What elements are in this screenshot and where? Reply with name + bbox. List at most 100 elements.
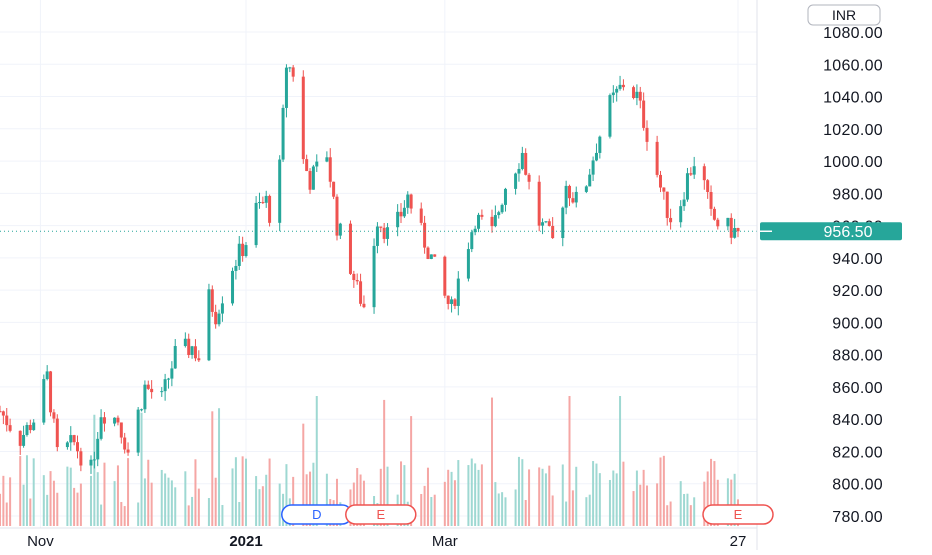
candle-body xyxy=(237,243,241,266)
volume-bar xyxy=(632,491,635,526)
candle-body xyxy=(150,388,154,393)
volume-bar xyxy=(49,471,52,526)
volume-bar xyxy=(551,495,554,526)
volume-bar xyxy=(211,411,214,526)
candle-body xyxy=(79,451,83,466)
candle-body xyxy=(72,435,76,443)
price-tick-label: 980.00 xyxy=(832,186,883,203)
volume-bar xyxy=(639,484,642,526)
candle-body xyxy=(611,92,615,96)
volume-bar xyxy=(164,473,167,526)
candle-body xyxy=(477,214,481,229)
candle-body xyxy=(396,211,400,228)
volume-bar xyxy=(400,461,403,526)
candle-body xyxy=(594,152,598,161)
volume-bar xyxy=(315,396,318,526)
candle-body xyxy=(116,417,120,423)
candle-body xyxy=(490,216,494,227)
volume-bar xyxy=(89,475,92,526)
candle-body xyxy=(352,273,356,281)
candle-body xyxy=(278,159,282,223)
volume-bar xyxy=(113,481,116,526)
candle-body xyxy=(736,228,740,232)
currency-badge[interactable]: INR xyxy=(807,4,881,26)
earnings-event-marker[interactable]: E xyxy=(702,504,774,525)
volume-bar xyxy=(548,465,551,526)
candle-body xyxy=(375,226,379,246)
volume-bar xyxy=(52,480,55,526)
time-tick-label: Mar xyxy=(432,533,458,550)
candle-body xyxy=(65,442,69,448)
volume-bar xyxy=(683,493,686,526)
candle-body xyxy=(638,91,642,101)
earnings-event-marker[interactable]: E xyxy=(345,504,417,525)
volume-bar xyxy=(703,481,706,526)
candle-body xyxy=(126,449,130,453)
volume-bar xyxy=(608,479,611,526)
volume-bar xyxy=(42,475,45,526)
event-label: D xyxy=(312,507,321,522)
candle-body xyxy=(537,181,541,226)
volume-bar xyxy=(430,497,433,526)
volume-bar xyxy=(218,408,221,526)
candle-body xyxy=(45,371,49,380)
price-tick-label: 780.00 xyxy=(832,509,883,526)
volume-bar xyxy=(524,500,527,526)
candle-body xyxy=(140,409,144,411)
candle-body xyxy=(166,378,170,380)
candle-body xyxy=(231,270,235,304)
candle-body xyxy=(348,223,352,274)
candle-body xyxy=(426,247,430,259)
candle-body xyxy=(197,358,201,361)
candle-body xyxy=(561,207,565,239)
volume-bar xyxy=(245,458,247,526)
candle-body xyxy=(682,199,686,207)
candle-body xyxy=(123,437,127,450)
volume-bar xyxy=(420,493,423,526)
candle-body xyxy=(456,278,460,306)
volume-bar xyxy=(56,492,59,526)
volume-bar xyxy=(116,465,119,526)
candle-body xyxy=(658,174,662,188)
candle-body xyxy=(527,174,531,182)
candle-body xyxy=(18,430,22,446)
volume-bar xyxy=(120,502,123,526)
volume-bar xyxy=(79,483,82,526)
candle-body xyxy=(187,338,191,355)
candle-body xyxy=(402,207,406,217)
candle-body xyxy=(517,168,521,174)
volume-bar xyxy=(410,416,413,526)
volume-bar xyxy=(309,471,312,526)
volume-bar xyxy=(214,477,217,526)
time-tick-label: Nov xyxy=(27,533,54,550)
candles xyxy=(0,64,740,474)
volume-bar xyxy=(521,459,524,526)
volume-bar xyxy=(669,501,672,526)
volume-bar xyxy=(93,414,96,526)
candle-body xyxy=(190,346,194,355)
last-price-value: 956.50 xyxy=(824,224,873,241)
candle-body xyxy=(193,346,197,359)
grid xyxy=(0,0,757,528)
volume-bar xyxy=(538,467,541,526)
candle-body xyxy=(541,222,545,226)
candle-body xyxy=(257,202,261,204)
volume-bar xyxy=(103,462,106,526)
last-price-box xyxy=(760,222,902,241)
volume-bar xyxy=(453,480,456,526)
volume-bar xyxy=(713,461,716,526)
time-axis[interactable]: Nov 2021 Mar 27 xyxy=(27,533,746,550)
candle-body xyxy=(22,434,26,446)
volume-bar xyxy=(255,476,258,526)
volume-bar xyxy=(73,487,76,526)
volume-bar xyxy=(706,471,709,526)
time-tick-label: 27 xyxy=(730,533,747,550)
dividend-event-marker[interactable]: D xyxy=(281,504,353,525)
volume-bar xyxy=(615,473,618,526)
candle-body xyxy=(8,425,12,431)
candle-body xyxy=(584,186,588,192)
candle-body xyxy=(669,217,673,223)
